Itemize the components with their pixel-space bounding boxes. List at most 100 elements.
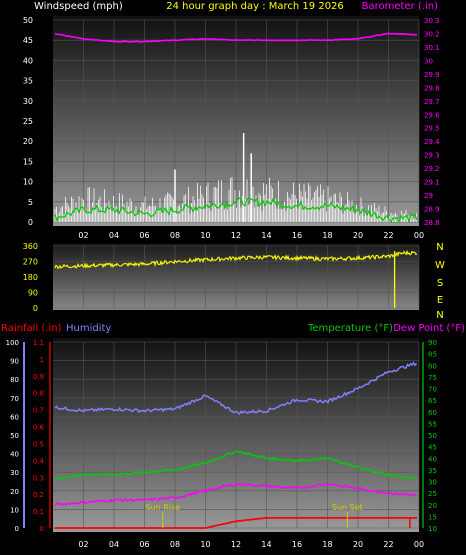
wind-y-tick-label: 5 — [28, 198, 33, 207]
x-tick-label: 20 — [353, 231, 363, 240]
x-tick-label: 14 — [261, 540, 271, 549]
x-tick-label: 22 — [383, 231, 393, 240]
temp-y-tick-label: 85 — [428, 351, 437, 359]
sunrise-label: Sun Rise — [145, 503, 180, 512]
temp-y-tick-label: 25 — [428, 490, 437, 498]
humidity-line — [54, 361, 418, 415]
baro-y-tick-label: 29.3 — [424, 152, 440, 160]
dewpoint-line — [54, 482, 417, 507]
humidity-y-tick-label: 60 — [10, 413, 19, 421]
rain-y-tick-label: 0.9 — [33, 373, 44, 381]
wind-avg-line — [54, 197, 418, 224]
baro-y-tick-label: 30.1 — [424, 44, 440, 52]
humidity-y-tick-label: 10 — [10, 506, 19, 514]
graph-date-title: 24 hour graph day : March 19 2026 — [166, 1, 344, 12]
x-tick-label: 10 — [200, 231, 210, 240]
rain-y-tick-label: 0.7 — [33, 407, 44, 415]
humidity-y-tick-label: 40 — [10, 451, 19, 459]
dir-y-tick-label: 0 — [33, 304, 38, 313]
temp-y-tick-label: 65 — [428, 397, 437, 405]
x-tick-label: 10 — [200, 540, 210, 549]
dir-y-tick-label: 90 — [28, 289, 38, 298]
barometer-title: Barometer (.in) — [362, 1, 438, 12]
x-tick-label: 18 — [322, 540, 332, 549]
humidity-y-tick-label: 20 — [10, 488, 19, 496]
dir-y-tick-label: 180 — [23, 273, 38, 282]
humidity-y-tick-label: 90 — [10, 358, 19, 366]
x-tick-label: 06 — [139, 231, 149, 240]
humidity-y-tick-label: 80 — [10, 376, 19, 384]
temp-y-tick-label: 15 — [428, 513, 437, 521]
compass-letter: N — [436, 242, 443, 253]
temperature-line — [54, 450, 417, 480]
x-tick-label: 12 — [231, 540, 241, 549]
rain-y-tick-label: 0.5 — [33, 440, 44, 448]
temp-panel-grid — [53, 341, 420, 529]
baro-y-tick-label: 30.3 — [424, 17, 440, 25]
temp-y-tick-label: 50 — [428, 432, 437, 440]
x-tick-label: 04 — [109, 231, 119, 240]
baro-y-tick-label: 30 — [424, 57, 433, 65]
rain-y-tick-label: 1 — [40, 356, 44, 364]
temp-panel-marks: Sun Rise Sun Set — [54, 361, 418, 529]
x-tick-label: 00 — [414, 231, 424, 240]
baro-y-tick-label: 29.7 — [424, 98, 440, 106]
wind-y-tick-label: 45 — [23, 36, 33, 45]
temp-y-tick-label: 60 — [428, 409, 437, 417]
rain-y-tick-label: 1.1 — [33, 339, 44, 347]
temp-y-tick-label: 80 — [428, 362, 437, 370]
wind-direction-line — [54, 249, 418, 270]
temperature-title: Temperature (°F) — [307, 323, 393, 334]
baro-y-tick-label: 28.9 — [424, 206, 440, 214]
wind-y-tick-label: 0 — [28, 218, 33, 227]
x-tick-label: 16 — [292, 540, 302, 549]
compass-letter: W — [435, 260, 445, 271]
x-tick-label: 08 — [170, 231, 180, 240]
temp-y-tick-label: 45 — [428, 444, 437, 452]
direction-panel-grid — [53, 245, 420, 309]
temp-y-tick-label: 75 — [428, 374, 437, 382]
baro-y-tick-label: 29.9 — [424, 71, 440, 79]
temp-y-tick-label: 40 — [428, 455, 437, 463]
wind-y-tick-label: 15 — [23, 157, 33, 166]
wind-y-tick-label: 35 — [23, 77, 33, 86]
x-tick-label: 04 — [109, 540, 119, 549]
rain-y-tick-label: 0.3 — [33, 474, 44, 482]
humidity-y-tick-label: 50 — [10, 432, 19, 440]
x-tick-label: 02 — [78, 540, 88, 549]
rain-y-tick-label: 0.1 — [33, 508, 44, 516]
rain-y-tick-label: 0 — [40, 525, 44, 533]
baro-y-tick-label: 30.2 — [424, 30, 440, 38]
dir-y-tick-label: 360 — [23, 242, 38, 251]
baro-y-tick-label: 29.5 — [424, 125, 440, 133]
x-tick-label: 22 — [383, 540, 393, 549]
temp-y-tick-label: 30 — [428, 479, 437, 487]
baro-y-tick-label: 29.6 — [424, 111, 440, 119]
compass-letter: S — [437, 278, 443, 289]
rain-y-tick-label: 0.8 — [33, 390, 44, 398]
wind-panel-marks — [54, 32, 418, 224]
rain-y-tick-label: 0.2 — [33, 491, 44, 499]
x-tick-label: 16 — [292, 231, 302, 240]
rainfall-title: Rainfall (.in) — [1, 323, 62, 334]
dir-y-tick-label: 270 — [23, 258, 38, 267]
humidity-y-tick-label: 100 — [6, 339, 19, 347]
temp-panel-axes: 010203040506070809010000.10.20.30.40.50.… — [6, 339, 437, 549]
humidity-y-tick-label: 30 — [10, 469, 19, 477]
wind-y-tick-label: 10 — [23, 178, 33, 187]
sunset-label: Sun Set — [332, 503, 363, 512]
x-tick-label: 12 — [231, 231, 241, 240]
baro-y-tick-label: 29.8 — [424, 84, 440, 92]
baro-y-tick-label: 29 — [424, 192, 433, 200]
humidity-y-tick-label: 70 — [10, 395, 19, 403]
baro-y-tick-label: 29.4 — [424, 138, 440, 146]
baro-y-tick-label: 28.8 — [424, 219, 440, 227]
temp-y-tick-label: 10 — [428, 525, 437, 533]
x-tick-label: 02 — [78, 231, 88, 240]
barometer-line — [54, 32, 418, 43]
temp-y-tick-label: 90 — [428, 339, 437, 347]
compass-letter: E — [437, 295, 443, 306]
wind-y-tick-label: 40 — [23, 56, 33, 65]
